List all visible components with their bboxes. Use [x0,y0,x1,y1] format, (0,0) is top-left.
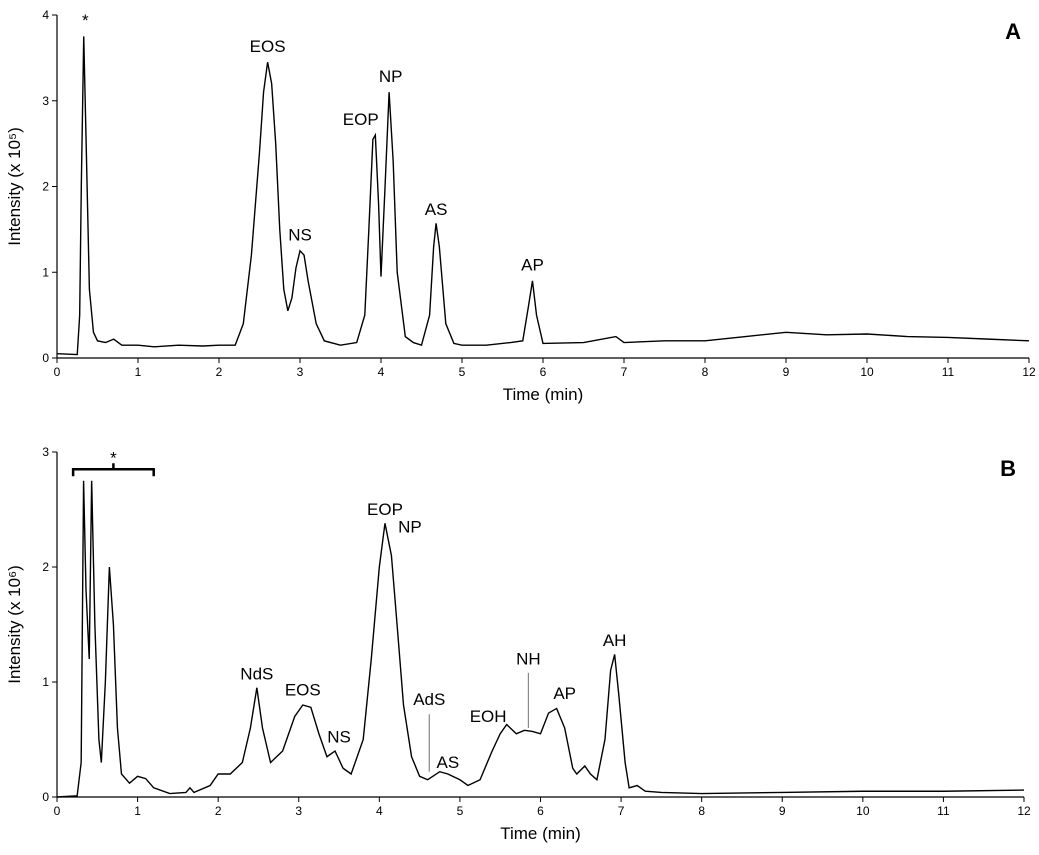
x-tick-label: 10 [856,804,870,818]
x-tick-label: 1 [135,365,142,379]
x-tick-label: 6 [540,365,547,379]
x-tick-label: 7 [621,365,628,379]
x-tick-label: 11 [937,804,950,818]
y-axis-label: Intensity (x 10⁶) [5,565,24,684]
y-tick-label: 0 [42,790,49,804]
x-tick-label: 4 [378,365,385,379]
y-tick-label: 2 [42,180,49,194]
peak-label: EOP [367,500,403,519]
x-tick-label: 8 [698,804,705,818]
peak-label: AdS [413,690,445,709]
y-tick-label: 0 [42,351,49,365]
x-tick-label: 7 [618,804,625,818]
peak-label: NH [516,650,541,669]
x-tick-label: 9 [779,804,786,818]
peak-label: NS [288,226,312,245]
x-tick-label: 10 [860,365,874,379]
x-tick-label: 8 [702,365,709,379]
x-tick-label: 2 [215,804,222,818]
x-tick-label: 3 [295,804,302,818]
peak-label: AP [553,684,576,703]
bracket [71,463,155,477]
peak-label: * [82,11,89,30]
peak-label: EOS [250,37,286,56]
x-tick-label: 12 [1017,804,1031,818]
trace [56,480,1025,798]
x-tick-label: 2 [216,365,223,379]
x-tick-label: 4 [376,804,383,818]
x-tick-label: 0 [54,365,61,379]
peak-label: AH [603,631,627,650]
x-tick-label: 5 [459,365,466,379]
y-tick-label: 2 [42,560,49,574]
peak-label: AP [521,256,544,275]
bracket-label: * [110,448,117,467]
peak-label: AS [425,200,448,219]
x-axis-label: Time (min) [503,385,584,404]
y-axis-label: Intensity (x 10⁵) [5,127,24,246]
x-tick-label: 1 [134,804,141,818]
y-tick-label: 4 [42,8,49,22]
y-tick-label: 1 [42,675,49,689]
peak-label: EOH [470,707,507,726]
peak-label: NP [398,517,422,536]
x-tick-label: 3 [297,365,304,379]
x-tick-label: 5 [457,804,464,818]
peak-label: EOP [343,110,379,129]
peak-label: EOS [285,681,321,700]
panel-label: B [1000,456,1016,481]
peak-label: NP [379,67,403,86]
y-tick-label: 3 [42,94,49,108]
x-tick-label: 0 [54,804,61,818]
x-tick-label: 9 [783,365,790,379]
x-tick-label: 6 [537,804,544,818]
y-tick-label: 3 [42,445,49,459]
x-tick-label: 12 [1022,365,1036,379]
x-tick-label: 11 [942,365,955,379]
peak-label: NS [327,728,351,747]
peak-label: NdS [240,664,273,683]
y-tick-label: 1 [42,265,49,279]
x-axis-label: Time (min) [500,824,581,843]
trace [56,36,1030,356]
panel-label: A [1005,19,1021,44]
peak-label: AS [436,753,459,772]
